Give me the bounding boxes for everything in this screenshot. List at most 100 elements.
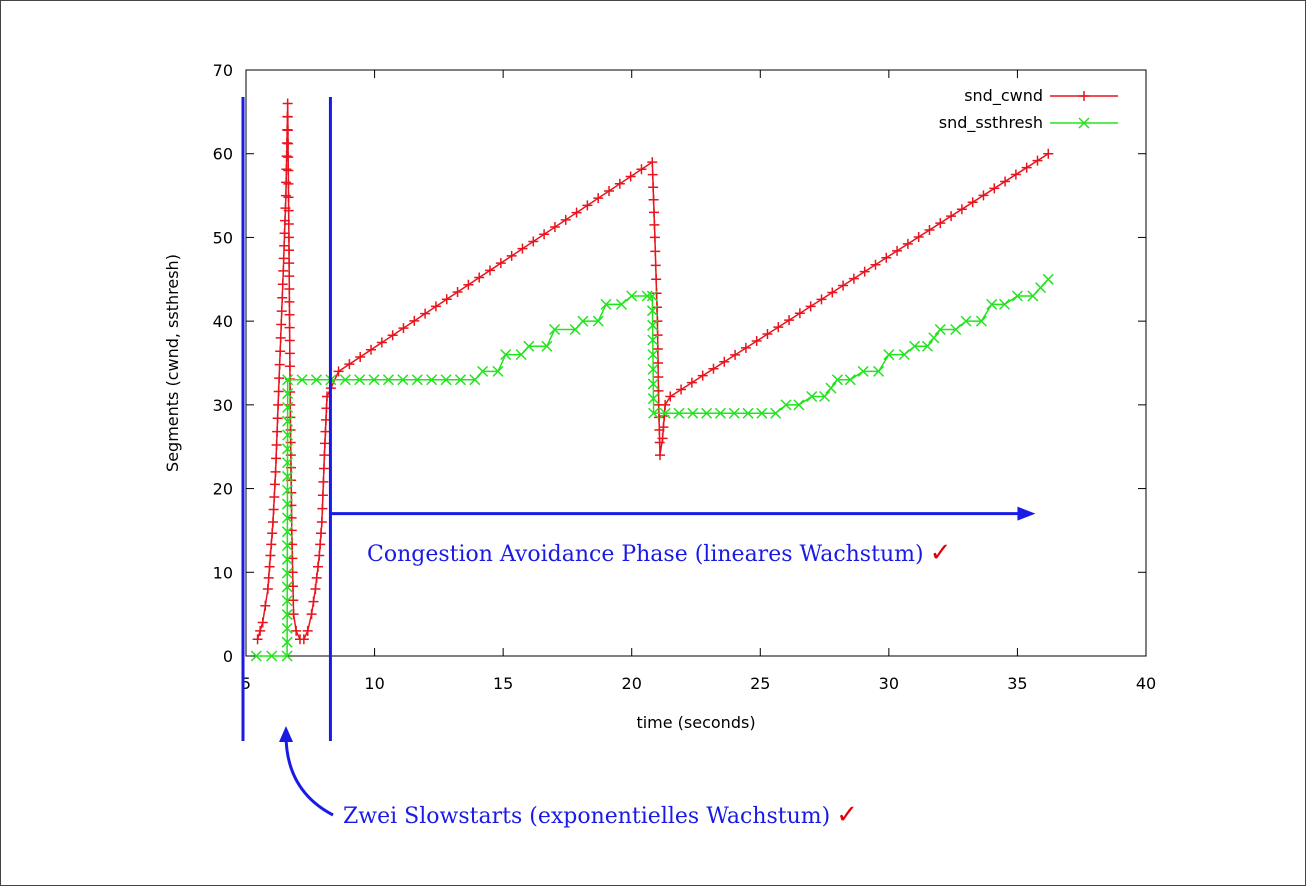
data-point-plus xyxy=(275,332,286,343)
data-point-plus xyxy=(593,193,604,204)
data-point-plus xyxy=(273,386,284,397)
data-point-x xyxy=(825,382,837,394)
data-point-plus xyxy=(474,272,485,283)
data-point-plus xyxy=(319,450,330,461)
data-point-plus xyxy=(652,344,663,355)
data-point-plus xyxy=(636,164,647,175)
data-point-x xyxy=(523,340,535,352)
data-point-x xyxy=(281,457,294,469)
data-point-plus xyxy=(288,609,299,620)
data-point-plus xyxy=(283,178,294,189)
data-point-plus xyxy=(313,561,323,572)
data-point-plus xyxy=(333,366,344,377)
data-point-plus xyxy=(506,250,517,261)
data-point-plus xyxy=(265,550,276,561)
data-point-plus xyxy=(956,204,967,215)
data-point-plus xyxy=(892,245,903,256)
data-point-plus xyxy=(935,218,946,229)
data-point-plus xyxy=(740,342,751,353)
y-tick-label: 30 xyxy=(213,396,233,415)
data-point-plus xyxy=(283,219,294,230)
data-point-x xyxy=(659,407,671,419)
data-point-plus xyxy=(291,625,302,636)
data-point-x xyxy=(626,290,638,302)
data-point-x xyxy=(1011,290,1023,302)
data-point-plus xyxy=(344,359,355,370)
data-point-x xyxy=(1042,273,1054,285)
data-point-plus xyxy=(625,171,636,182)
data-point-plus xyxy=(366,344,377,355)
y-tick-label: 70 xyxy=(213,61,233,80)
data-point-plus xyxy=(660,399,671,410)
data-point-x xyxy=(647,378,659,390)
data-point-plus xyxy=(318,476,329,487)
data-point-plus xyxy=(649,219,660,230)
data-point-x xyxy=(354,374,366,386)
series-layer xyxy=(250,98,1054,662)
data-point-x xyxy=(281,595,293,607)
data-point-plus xyxy=(276,306,287,317)
data-point-plus xyxy=(284,271,295,282)
data-point-plus xyxy=(311,572,322,583)
data-point-x xyxy=(647,334,659,346)
data-point-plus xyxy=(269,479,280,490)
data-point-plus xyxy=(319,438,330,449)
data-point-plus xyxy=(902,238,913,249)
data-point-x xyxy=(742,407,754,419)
data-point-x xyxy=(281,636,293,648)
legend-label: snd_ssthresh xyxy=(939,113,1043,133)
data-point-plus xyxy=(665,391,676,402)
data-point-plus xyxy=(283,232,294,243)
data-point-plus xyxy=(278,253,289,264)
data-point-plus xyxy=(647,157,658,168)
data-point-plus xyxy=(279,240,290,251)
data-point-plus xyxy=(263,572,274,583)
x-tick-label: 20 xyxy=(622,674,642,693)
y-axis-label: Segments (cwnd, ssthresh) xyxy=(163,254,182,472)
data-point-plus xyxy=(647,169,658,180)
data-point-plus xyxy=(284,335,295,346)
data-point-plus xyxy=(283,205,294,216)
data-point-x xyxy=(960,315,972,327)
data-point-plus xyxy=(913,231,924,242)
data-point-plus xyxy=(284,258,295,269)
data-point-plus xyxy=(306,609,317,620)
data-point-x xyxy=(883,349,895,361)
data-point-plus xyxy=(751,335,762,346)
data-point-x xyxy=(873,365,885,377)
y-tick-label: 0 xyxy=(223,647,233,666)
data-point-x xyxy=(397,374,409,386)
data-point-x xyxy=(780,399,792,411)
data-point-x xyxy=(281,609,293,621)
series-snd-cwnd xyxy=(252,98,1054,645)
data-point-plus xyxy=(298,634,309,645)
data-point-x xyxy=(426,374,438,386)
data-point-x xyxy=(646,290,658,302)
x-tick-label: 35 xyxy=(1007,674,1027,693)
data-point-plus xyxy=(649,232,660,243)
data-point-plus xyxy=(652,302,662,313)
legend-marker xyxy=(1078,117,1090,129)
data-point-plus xyxy=(277,292,288,303)
data-point-plus xyxy=(268,504,279,515)
data-point-x xyxy=(806,390,818,403)
data-point-plus xyxy=(314,550,325,561)
data-point-plus xyxy=(648,194,659,205)
data-point-x xyxy=(310,374,322,386)
data-point-x xyxy=(647,349,659,361)
data-point-x xyxy=(477,365,489,377)
data-point-plus xyxy=(651,288,662,299)
data-point-plus xyxy=(650,246,661,257)
data-point-x xyxy=(831,374,843,386)
data-point-plus xyxy=(676,384,687,395)
data-point-x xyxy=(282,388,294,400)
data-point-plus xyxy=(517,243,528,254)
series-line xyxy=(256,278,1049,657)
data-point-x xyxy=(339,374,351,386)
data-point-plus xyxy=(262,584,273,595)
data-point-plus xyxy=(859,266,870,277)
data-point-x xyxy=(492,365,504,377)
data-point-plus xyxy=(278,265,289,276)
data-point-x xyxy=(500,349,512,361)
